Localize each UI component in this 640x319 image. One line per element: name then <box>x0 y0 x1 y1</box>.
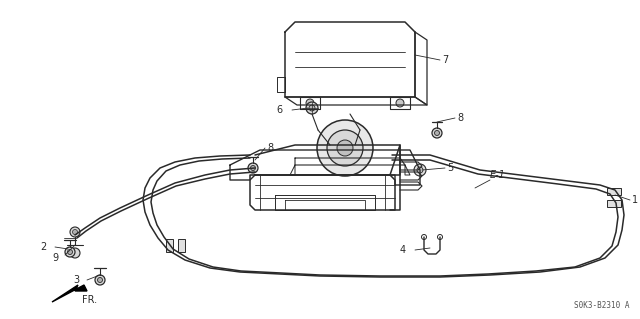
Text: 9: 9 <box>52 253 58 263</box>
Bar <box>607 200 621 207</box>
Text: FR.: FR. <box>82 295 97 305</box>
Circle shape <box>432 128 442 138</box>
Text: 1: 1 <box>632 195 638 205</box>
Circle shape <box>97 278 102 283</box>
Circle shape <box>70 227 80 237</box>
Text: 3: 3 <box>73 275 79 285</box>
Circle shape <box>396 99 404 107</box>
Text: 7: 7 <box>442 55 448 65</box>
Bar <box>166 239 173 252</box>
Text: 8: 8 <box>267 143 273 153</box>
Text: 2: 2 <box>40 242 46 252</box>
Circle shape <box>95 275 105 285</box>
Bar <box>607 188 621 195</box>
Circle shape <box>414 164 426 176</box>
Polygon shape <box>52 285 87 302</box>
Circle shape <box>70 248 80 258</box>
Text: 8: 8 <box>457 113 463 123</box>
Circle shape <box>67 249 72 255</box>
Text: 4: 4 <box>400 245 406 255</box>
Circle shape <box>417 167 423 173</box>
Circle shape <box>422 234 426 240</box>
Circle shape <box>72 229 77 234</box>
Circle shape <box>438 234 442 240</box>
Circle shape <box>306 102 318 114</box>
Circle shape <box>317 120 373 176</box>
Circle shape <box>309 105 315 111</box>
Circle shape <box>248 163 258 173</box>
Circle shape <box>327 130 363 166</box>
Circle shape <box>337 140 353 156</box>
Circle shape <box>65 247 75 257</box>
Circle shape <box>306 99 314 107</box>
Text: 5: 5 <box>447 163 453 173</box>
Bar <box>178 239 185 252</box>
Circle shape <box>250 166 255 170</box>
Circle shape <box>435 130 440 136</box>
Text: 6: 6 <box>276 105 282 115</box>
Text: S0K3-B2310 A: S0K3-B2310 A <box>575 301 630 310</box>
Text: E-1: E-1 <box>490 170 506 180</box>
